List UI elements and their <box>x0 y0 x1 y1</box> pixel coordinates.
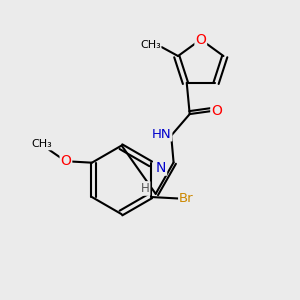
Text: CH₃: CH₃ <box>32 140 52 149</box>
Text: HN: HN <box>152 128 172 141</box>
Text: O: O <box>61 154 71 168</box>
Text: N: N <box>156 161 166 175</box>
Text: CH₃: CH₃ <box>140 40 160 50</box>
Text: O: O <box>195 32 206 46</box>
Text: O: O <box>211 104 222 118</box>
Text: Br: Br <box>179 192 194 205</box>
Text: H: H <box>141 182 150 195</box>
